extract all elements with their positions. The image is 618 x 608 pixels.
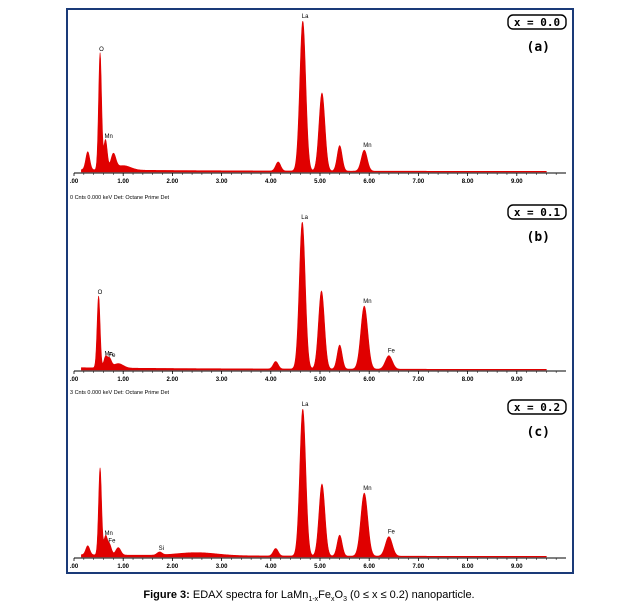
- x-tick-label: 6.00: [363, 179, 375, 185]
- composition-badge: [507, 14, 567, 30]
- spectrum-panel-2: 0 Cnts 0.000 keV Det: Octane Prime Det O M…: [70, 195, 567, 383]
- peak-label-mn: Mn: [363, 143, 371, 149]
- caption-text-mid-2: O: [334, 589, 344, 601]
- x-tick-label: .00: [70, 179, 79, 185]
- x-tick-label: 5.00: [314, 564, 326, 570]
- x-tick-label: 3.00: [216, 564, 228, 570]
- x-tick-label: 4.00: [265, 377, 277, 383]
- x-tick-label: 1.00: [117, 564, 129, 570]
- peak-label-fe: Fe: [388, 349, 396, 355]
- peak-label-mn: Mn: [363, 486, 371, 492]
- x-tick-label: 2.00: [167, 377, 179, 383]
- x-tick-label: 5.00: [314, 179, 326, 185]
- spectrum-panel-3: 3 Cnts 0.000 keV Det: Octane Prime Det Mn…: [70, 390, 567, 570]
- panel-label: (c): [527, 425, 550, 440]
- figure-frame: O Mn La Mn .00 1.00 2.00 3.00 4.00 5.00 6.00 7.00 8.…: [66, 8, 574, 574]
- x-tick-label: 2.00: [167, 179, 179, 185]
- x-tick-label: 8.00: [462, 179, 474, 185]
- caption-sub-2: x: [331, 596, 335, 604]
- peak-label-fe: Fe: [108, 353, 116, 359]
- peak-label-o: O: [98, 290, 103, 296]
- panel-label: (b): [527, 230, 550, 245]
- peak-label-si: Si: [159, 546, 164, 552]
- x-tick-label: 9.00: [511, 179, 523, 185]
- composition-badge: [507, 204, 567, 220]
- caption-sub-3: 3: [343, 596, 347, 604]
- spectrum-area: [81, 408, 547, 558]
- caption-text-suffix: (0 ≤ x ≤ 0.2) nanoparticle.: [346, 589, 475, 601]
- figure-caption: Figure 3: EDAX spectra for LaMn1-xFexO3 …: [0, 589, 618, 603]
- x-tick-label: 7.00: [413, 179, 425, 185]
- x-tick-label: 1.00: [117, 179, 129, 185]
- peak-label-fe: Fe: [108, 539, 116, 545]
- spectrum-area: [81, 20, 547, 173]
- caption-text-mid-1: Fe: [318, 589, 332, 601]
- peak-label-o: O: [99, 47, 104, 53]
- x-tick-label: 8.00: [462, 564, 474, 570]
- caption-sub-1: 1-x: [308, 596, 319, 604]
- peak-label-fe: Fe: [388, 530, 396, 536]
- x-tick-label: 3.00: [216, 179, 228, 185]
- x-tick-label: 5.00: [314, 377, 326, 383]
- spectrum-area: [81, 221, 547, 371]
- x-tick-label: 9.00: [511, 564, 523, 570]
- composition-label: x = 0.1: [514, 206, 561, 219]
- x-tick-label: 7.00: [413, 564, 425, 570]
- peak-label-mn: Mn: [104, 352, 112, 358]
- x-tick-label: 1.00: [117, 377, 129, 383]
- spectrum-panel-1: O Mn La Mn .00 1.00 2.00 3.00 4.00 5.00 6.00 7.00 8.…: [70, 14, 567, 185]
- peak-label-la: La: [302, 402, 309, 408]
- composition-label: x = 0.0: [514, 16, 560, 29]
- x-tick-label: 4.00: [265, 179, 277, 185]
- x-tick-label: 8.00: [462, 377, 474, 383]
- composition-badge: [507, 399, 567, 415]
- x-tick-label: .00: [70, 377, 79, 383]
- x-tick-label: 3.00: [216, 377, 228, 383]
- panel-label: (a): [527, 40, 550, 55]
- peak-label-mn: Mn: [363, 299, 371, 305]
- caption-label: Figure 3:: [143, 589, 190, 601]
- x-tick-label: .00: [70, 564, 79, 570]
- x-tick-label: 6.00: [363, 377, 375, 383]
- x-tick-label: 7.00: [413, 377, 425, 383]
- edax-spectra-chart: O Mn La Mn .00 1.00 2.00 3.00 4.00 5.00 6.00 7.00 8.…: [70, 14, 567, 570]
- peak-label-mn: Mn: [104, 134, 112, 140]
- peak-label-la: La: [301, 215, 308, 221]
- x-tick-label: 9.00: [511, 377, 523, 383]
- caption-text-prefix: EDAX spectra for LaMn: [192, 589, 309, 601]
- detector-status-line: 3 Cnts 0.000 keV Det: Octane Prime Det: [70, 390, 170, 396]
- composition-label: x = 0.2: [514, 401, 560, 414]
- detector-status-line: 0 Cnts 0.000 keV Det: Octane Prime Det: [70, 195, 170, 201]
- x-tick-label: 6.00: [363, 564, 375, 570]
- peak-label-mn: Mn: [104, 531, 112, 537]
- x-tick-label: 4.00: [265, 564, 277, 570]
- peak-label-la: La: [302, 14, 309, 20]
- x-tick-label: 2.00: [167, 564, 179, 570]
